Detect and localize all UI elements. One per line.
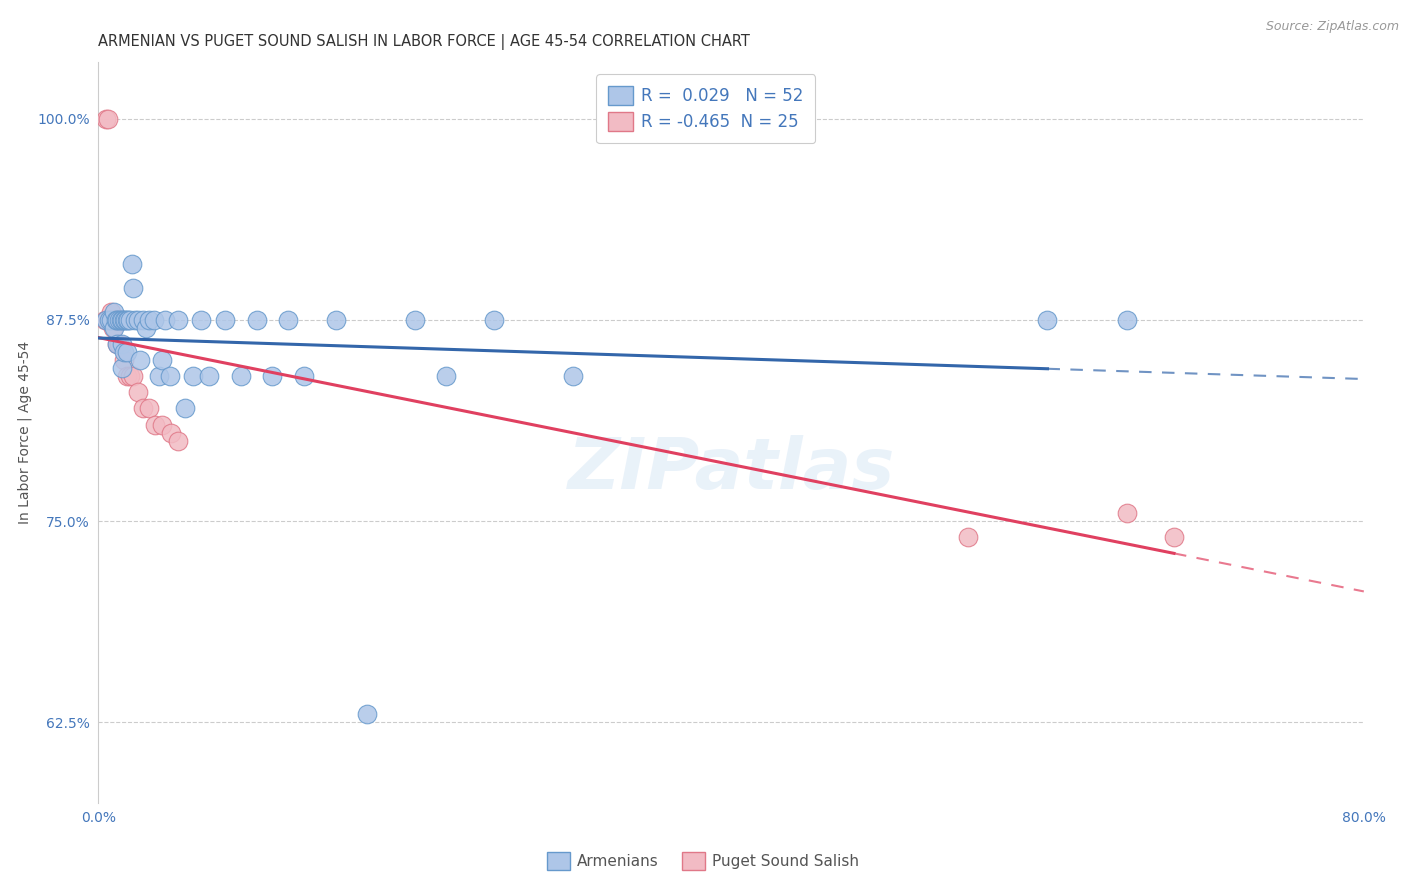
- Point: [120, 313, 141, 327]
- Point: [96, 313, 118, 327]
- Point: [101, 321, 124, 335]
- Point: [1115, 506, 1137, 520]
- Point: [110, 313, 132, 327]
- Point: [107, 313, 129, 327]
- Point: [160, 425, 183, 440]
- Point: [153, 313, 176, 327]
- Point: [246, 313, 269, 327]
- Point: [183, 369, 205, 384]
- Point: [112, 353, 135, 368]
- Point: [229, 369, 252, 384]
- Text: Source: ZipAtlas.com: Source: ZipAtlas.com: [1265, 20, 1399, 33]
- Point: [103, 321, 125, 335]
- Point: [127, 313, 149, 327]
- Point: [561, 369, 585, 384]
- Point: [117, 313, 139, 327]
- Point: [482, 313, 505, 327]
- Point: [138, 313, 160, 327]
- Point: [112, 345, 135, 359]
- Legend: R =  0.029   N = 52, R = -0.465  N = 25: R = 0.029 N = 52, R = -0.465 N = 25: [596, 74, 815, 143]
- Point: [98, 313, 121, 327]
- Point: [124, 313, 146, 327]
- Point: [159, 369, 181, 384]
- Point: [277, 313, 299, 327]
- Point: [150, 417, 173, 432]
- Point: [1115, 313, 1137, 327]
- Point: [103, 305, 125, 319]
- Point: [138, 401, 160, 416]
- Point: [122, 369, 145, 384]
- Point: [97, 112, 120, 126]
- Point: [111, 337, 134, 351]
- Point: [115, 313, 138, 327]
- Point: [93, 313, 117, 327]
- Point: [198, 369, 221, 384]
- Point: [96, 112, 118, 126]
- Point: [166, 313, 188, 327]
- Point: [108, 337, 131, 351]
- Point: [127, 385, 149, 400]
- Point: [957, 530, 980, 544]
- Point: [104, 313, 127, 327]
- Point: [100, 313, 122, 327]
- Point: [121, 257, 143, 271]
- Point: [1163, 530, 1185, 544]
- Point: [104, 313, 127, 327]
- Point: [112, 313, 135, 327]
- Point: [262, 369, 284, 384]
- Point: [1036, 313, 1059, 327]
- Point: [107, 337, 129, 351]
- Point: [111, 361, 134, 376]
- Point: [115, 369, 138, 384]
- Point: [108, 313, 131, 327]
- Point: [132, 401, 155, 416]
- Text: ARMENIAN VS PUGET SOUND SALISH IN LABOR FORCE | AGE 45-54 CORRELATION CHART: ARMENIAN VS PUGET SOUND SALISH IN LABOR …: [98, 34, 751, 50]
- Point: [325, 313, 347, 327]
- Point: [111, 313, 134, 327]
- Point: [128, 353, 150, 368]
- Point: [103, 313, 125, 327]
- Point: [166, 434, 188, 448]
- Point: [114, 313, 136, 327]
- Point: [356, 707, 378, 722]
- Point: [190, 313, 212, 327]
- Point: [98, 313, 121, 327]
- Point: [120, 369, 141, 384]
- Point: [135, 321, 157, 335]
- Point: [436, 369, 458, 384]
- Point: [142, 313, 165, 327]
- Point: [292, 369, 315, 384]
- Point: [214, 313, 236, 327]
- Point: [107, 337, 129, 351]
- Point: [100, 305, 122, 319]
- Point: [111, 313, 134, 327]
- Text: ZIPatlas: ZIPatlas: [568, 435, 894, 504]
- Point: [404, 313, 426, 327]
- Point: [145, 417, 166, 432]
- Point: [115, 345, 138, 359]
- Point: [148, 369, 170, 384]
- Point: [174, 401, 197, 416]
- Y-axis label: In Labor Force | Age 45-54: In Labor Force | Age 45-54: [17, 341, 32, 524]
- Point: [122, 281, 145, 295]
- Point: [150, 353, 173, 368]
- Legend: Armenians, Puget Sound Salish: Armenians, Puget Sound Salish: [540, 846, 866, 876]
- Point: [132, 313, 155, 327]
